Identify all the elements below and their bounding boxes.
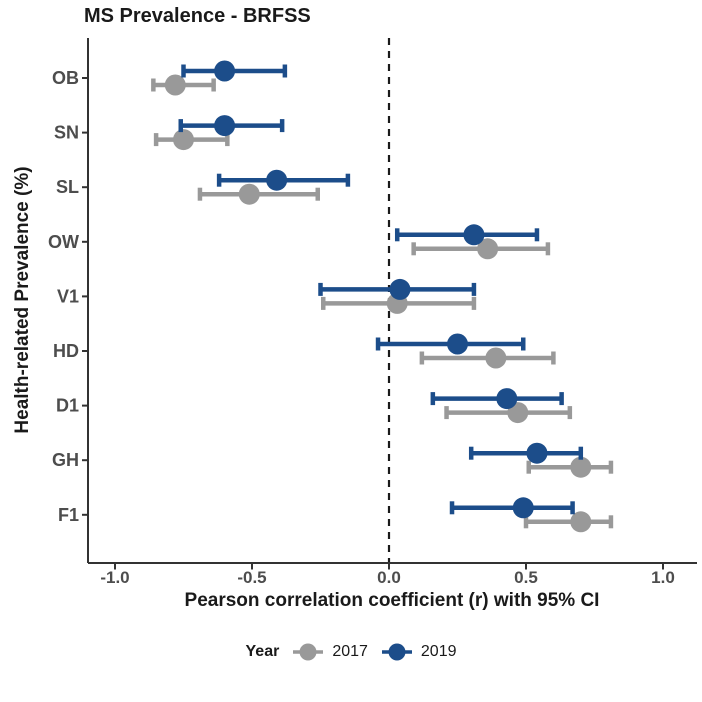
x-tick-label: 1.0	[651, 568, 675, 587]
x-tick-label: -0.5	[237, 568, 266, 587]
legend-marker-icon	[293, 643, 324, 661]
x-tick-label: -1.0	[100, 568, 129, 587]
point-2019-OW	[463, 224, 485, 246]
x-axis-title: Pearson correlation coefficient (r) with…	[184, 590, 600, 611]
y-axis-title: Health-related Prevalence (%)	[12, 166, 33, 434]
category-label: F1	[58, 505, 79, 525]
point-2019-HD	[447, 333, 468, 355]
legend-entry-2017: 2017	[292, 640, 368, 664]
point-2017-SN	[173, 129, 194, 151]
point-2017-SL	[238, 183, 260, 205]
legend-entry-2019: 2019	[381, 640, 457, 664]
point-2019-SN	[214, 115, 236, 137]
category-label: OW	[48, 232, 79, 252]
category-label: D1	[56, 396, 79, 416]
category-label: V1	[57, 286, 79, 306]
category-label: SL	[56, 177, 79, 197]
legend-entry-label: 2017	[332, 643, 368, 660]
point-2019-OB	[214, 60, 236, 82]
chart-title: MS Prevalence - BRFSS	[84, 5, 311, 27]
legend: Year 2017 2019	[0, 640, 702, 664]
legend-entry-label: 2019	[420, 643, 457, 660]
category-label: GH	[52, 450, 79, 470]
point-2019-V1	[389, 278, 411, 300]
point-2017-HD	[485, 347, 507, 369]
point-2019-F1	[512, 497, 534, 519]
point-2019-GH	[526, 442, 548, 464]
point-2017-GH	[570, 456, 592, 478]
point-2017-F1	[570, 511, 592, 533]
x-tick-label: 0.5	[514, 568, 538, 587]
legend-marker-icon	[381, 643, 412, 661]
legend-title: Year	[245, 643, 280, 660]
category-label: HD	[53, 341, 79, 361]
category-label: SN	[54, 123, 79, 143]
point-2017-OW	[477, 238, 499, 260]
category-label: OB	[52, 68, 79, 88]
x-tick-label: 0.0	[377, 568, 401, 587]
point-2019-D1	[496, 388, 518, 410]
point-2017-OB	[164, 74, 186, 96]
point-2019-SL	[266, 169, 288, 191]
legend-entries: 2017 2019	[292, 640, 457, 664]
